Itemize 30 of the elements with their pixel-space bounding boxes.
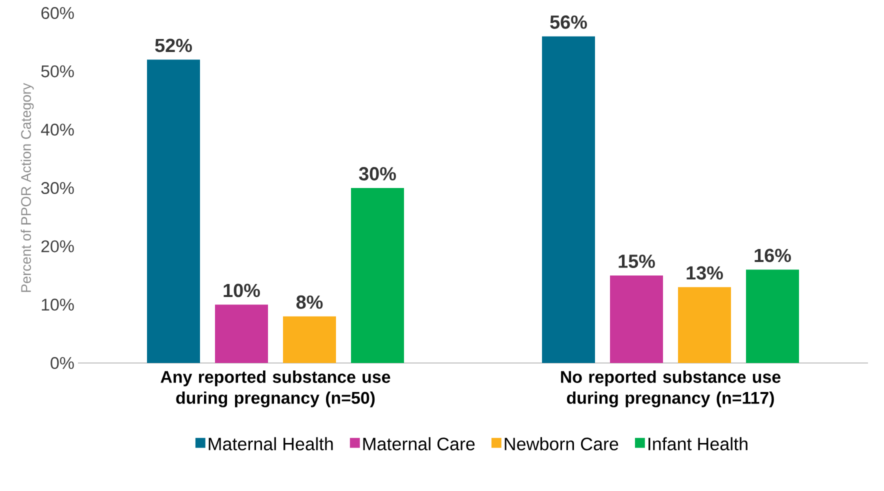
data-label: 16% [754,248,791,262]
data-label: 56% [550,15,587,29]
legend-label: Newborn Care [504,437,618,450]
y-tick-label: 40% [40,124,74,136]
bar [746,270,800,363]
y-axis-title: Percent of PPOR Action Category [20,83,34,292]
data-label: 30% [358,167,396,180]
bar [283,316,336,363]
data-label: 10% [224,284,260,298]
y-tick-label: 20% [41,240,74,252]
y-tick-label: 10% [42,298,74,311]
data-label: 52% [155,38,192,52]
bar [351,188,404,363]
bar [147,60,200,363]
data-label: 13% [686,266,723,280]
y-tick-label: 60% [41,7,74,20]
y-tick-label: 50% [41,65,74,78]
bar [610,276,664,363]
x-tick-label: No reported substance use during pregnancy (n=117) [561,370,780,408]
x-tick-label: Any reported substance use during pregnancy (n=50) [160,370,390,408]
bar [678,287,732,363]
y-tick-label: 0% [50,357,74,370]
data-label: 15% [618,254,655,268]
data-label: 8% [296,295,323,309]
legend-label: Infant Health [648,437,748,450]
bar [215,304,268,363]
y-tick-label: 30% [41,182,74,194]
legend-label: Maternal Care [363,437,475,450]
legend-label: Maternal Health [208,437,333,450]
bar [542,36,596,363]
